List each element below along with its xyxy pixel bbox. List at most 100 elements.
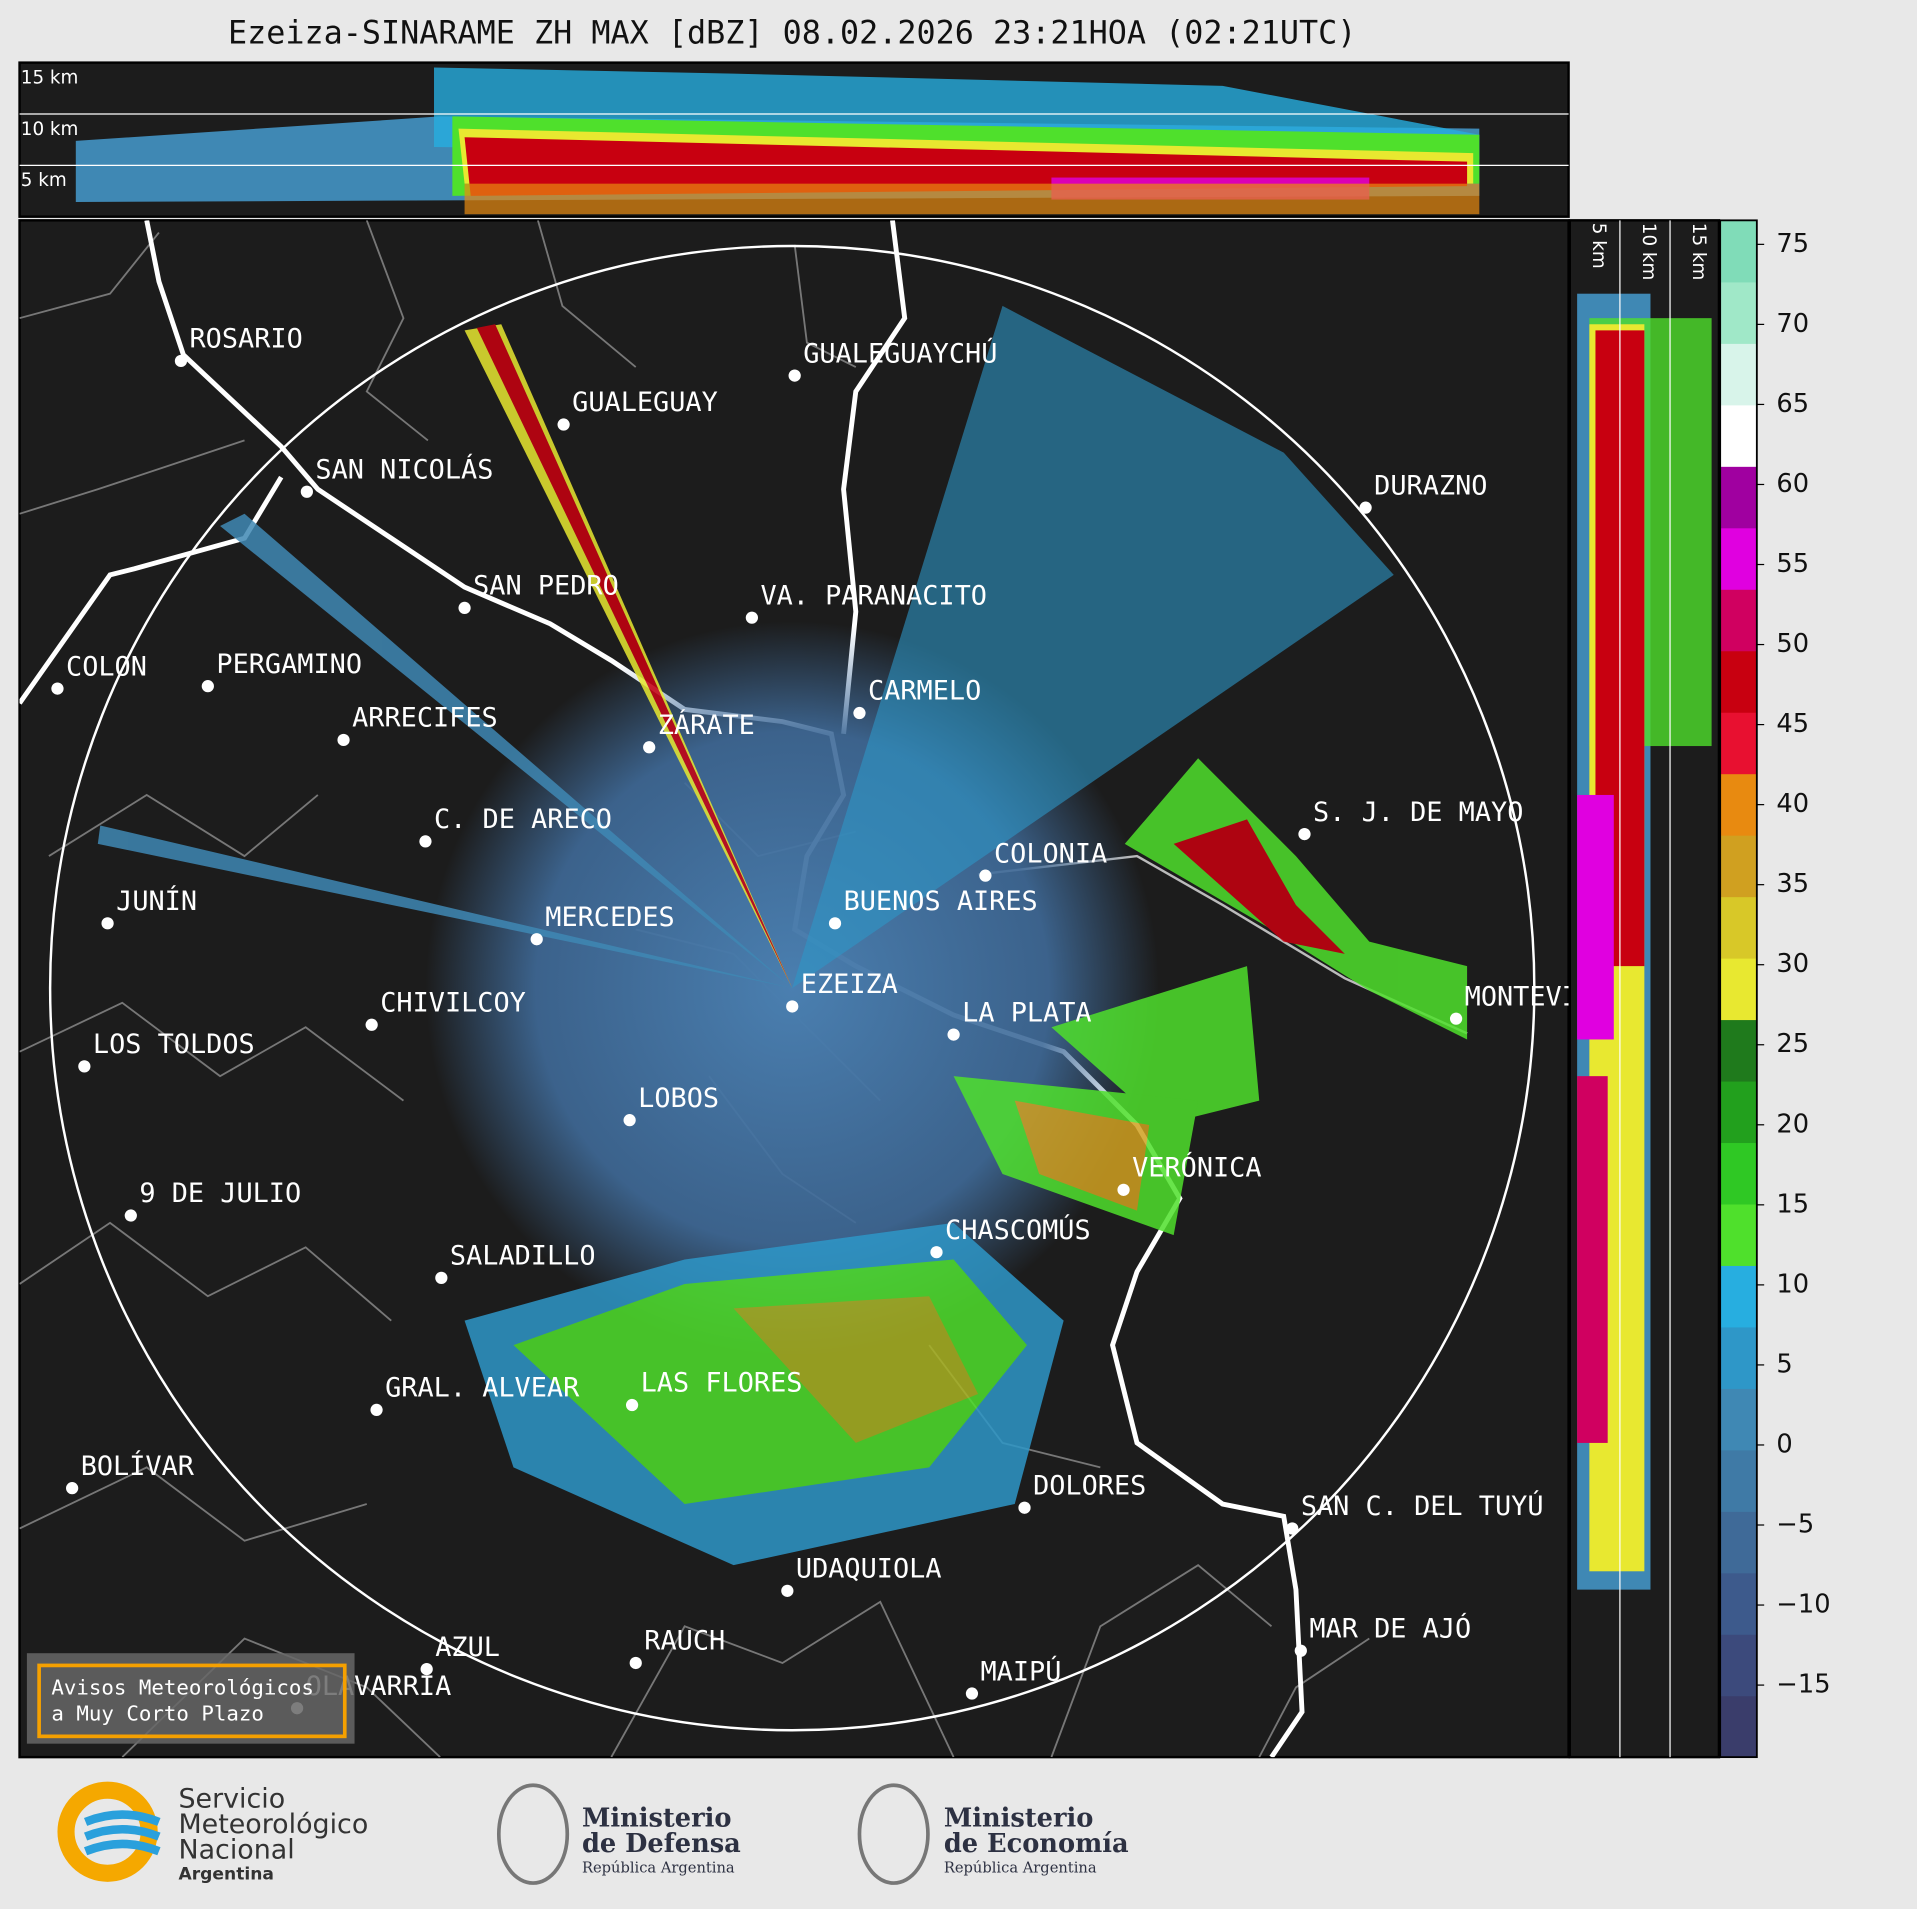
city-label: GUALEGUAY [572,387,718,418]
logo-text: República Argentina [582,1859,735,1876]
city-dot [625,1398,639,1412]
city-label: S. J. DE MAYO [1313,797,1523,828]
city-label: RAUCH [644,1626,725,1657]
city-label: MAR DE AJÓ [1309,1612,1471,1644]
logo-text: Nacional [178,1835,294,1866]
city-dot [745,611,758,624]
warning-button[interactable]: Avisos Meteorológicos a Muy Corto Plazo [26,1653,355,1744]
city-dot [337,733,350,747]
warning-bg [26,1653,355,1744]
colorbar-band [1720,1634,1757,1697]
colorbar-tick-label: 35 [1776,869,1809,899]
city-label: CHIVILCOY [380,988,526,1019]
colorbar-band [1720,1388,1757,1451]
logo-text: Argentina [178,1864,273,1884]
city-label: GUALEGUAYCHÚ [803,337,997,369]
colorbar-band [1720,220,1757,283]
warning-text[interactable]: a Muy Corto Plazo [51,1701,264,1725]
logo-text: de Defensa [582,1829,741,1859]
logo-economia: Ministerio de Economía República Argenti… [857,1783,1129,1885]
colorbar-tick-label: −15 [1776,1670,1830,1700]
city-dot [965,1687,979,1700]
logo-text: Servicio [178,1783,285,1814]
city-label: ZÁRATE [658,709,755,741]
city-label: 9 DE JULIO [139,1178,301,1209]
colorbar-tick-label: 50 [1776,629,1809,659]
warning-text[interactable]: Avisos Meteorológicos [51,1676,314,1700]
city-label: CARMELO [868,676,981,707]
city-label: GRAL. ALVEAR [385,1373,580,1404]
city-dot [51,682,64,695]
city-label: ROSARIO [189,324,302,355]
city-label: SAN PEDRO [473,571,619,602]
city-dot [435,1271,448,1284]
colorbar-tick-label: −5 [1776,1510,1814,1540]
city-dot [458,601,471,615]
colorbar-tick-label: 70 [1776,309,1809,339]
title: Ezeiza-SINARAME ZH MAX [dBZ] 08.02.2026 … [228,16,1356,52]
city-dot [1286,1522,1299,1535]
city-dot [66,1482,79,1495]
city-dot [643,741,656,754]
city-dot [947,1028,960,1041]
logo-text: de Economía [944,1829,1129,1859]
city-label: SALADILLO [450,1241,596,1272]
city-label: AZUL [435,1632,500,1663]
colorbar-band [1720,589,1757,652]
logo-text: Meteorológico [178,1809,368,1840]
logo-waves [83,1810,161,1856]
city-dot [370,1403,383,1417]
colorbar-tick-label: 30 [1776,949,1809,979]
colorbar-tick-label: 60 [1776,469,1809,499]
city-label: MONTEVIDEO [1465,981,1627,1012]
colorbar-tick-label: 45 [1776,709,1809,739]
city-dot [201,680,214,693]
colorbar-tick-label: 5 [1776,1349,1792,1379]
colorbar-tick-label: 15 [1776,1189,1809,1219]
radar-echoes [97,305,1468,1566]
colorbar-tick-label: 40 [1776,789,1809,819]
city-label: CHASCOMÚS [945,1214,1091,1246]
colorbar-band [1720,712,1757,775]
colorbar-band [1720,281,1757,344]
logo-text: Ministerio [582,1803,732,1833]
city-label: DURAZNO [1374,470,1487,501]
colorbar-band [1720,1142,1757,1205]
city-label: BOLÍVAR [81,1450,195,1482]
city-label: LAS FLORES [641,1368,803,1399]
city-label: VERÓNICA [1132,1152,1261,1184]
colorbar-band [1720,466,1757,529]
city-dot [1359,501,1372,514]
colorbar-tick-label: 10 [1776,1269,1809,1299]
city-label: PERGAMINO [216,649,362,680]
colorbar-band [1720,1265,1757,1328]
city-label: SAN NICOLÁS [315,453,493,485]
cities: ROSARIO GUALEGUAYCHÚ GUALEGUAY SAN NICOLÁS D… [51,324,1627,1715]
logo-defensa: Ministerio de Defensa República Argentin… [496,1783,741,1885]
colorbar-band [1720,404,1757,467]
colorbar-band [1720,896,1757,959]
map-content: ROSARIO GUALEGUAYCHÚ GUALEGUAY SAN NICOLÁS D… [19,220,1627,1758]
city-dot [1298,827,1311,841]
colorbar-band [1720,650,1757,713]
city-dot [788,369,801,382]
colorbar-band [1720,1511,1757,1574]
city-dot [629,1656,642,1670]
city-dot [300,485,313,498]
city-label: C. DE ARECO [434,804,612,835]
city-label: MERCEDES [545,902,674,933]
colorbar-tick-label: 0 [1776,1429,1792,1459]
colorbar-band [1720,1326,1757,1389]
city-label: ARRECIFES [352,703,498,734]
city-label: BUENOS AIRES [844,886,1038,917]
city-label: JUNÍN [116,885,197,917]
colorbar-tick-label: 75 [1776,229,1809,259]
city-label: COLON [66,651,147,682]
city-dot [853,706,866,720]
range-ring [48,244,1536,1732]
city-dot [786,1000,799,1013]
city-label: UDAQUIOLA [796,1554,942,1585]
colorbar-tick-label: 55 [1776,549,1809,579]
